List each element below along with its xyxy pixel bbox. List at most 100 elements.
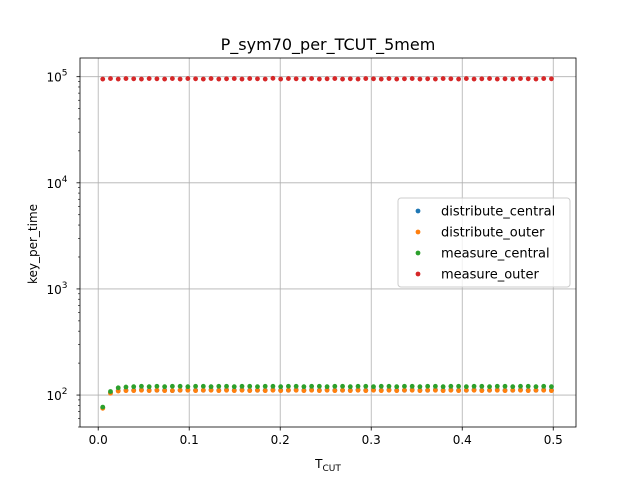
data-point: [293, 387, 299, 393]
data-point: [402, 76, 407, 82]
data-point: [324, 76, 330, 82]
series-measure-outer: [100, 75, 554, 82]
legend-label: distribute_outer: [441, 226, 545, 241]
data-point: [316, 388, 322, 394]
data-point: [525, 383, 531, 389]
data-point: [386, 387, 392, 393]
data-point: [216, 76, 222, 82]
data-point: [123, 384, 129, 390]
data-point: [417, 388, 423, 394]
data-point: [494, 383, 500, 389]
data-point: [193, 388, 198, 394]
data-point: [541, 387, 547, 393]
data-point: [239, 383, 245, 389]
legend-marker: [415, 271, 421, 277]
legend-box: [397, 197, 571, 288]
y-tick-label: 105: [46, 69, 67, 85]
data-point: [231, 384, 237, 390]
data-point: [262, 76, 268, 82]
legend-marker: [415, 229, 421, 235]
data-point: [154, 387, 160, 393]
data-point: [363, 383, 369, 389]
data-point: [332, 388, 338, 394]
data-point: [239, 76, 245, 82]
data-point: [332, 76, 338, 81]
data-point: [154, 383, 160, 389]
data-point: [247, 383, 253, 389]
data-point: [146, 388, 152, 394]
data-point: [108, 76, 113, 81]
data-point: [533, 387, 539, 393]
data-point: [169, 388, 175, 394]
data-point: [432, 76, 438, 82]
data-point: [239, 387, 245, 393]
data-point: [502, 388, 508, 394]
data-point: [169, 76, 175, 81]
data-point: [115, 385, 121, 391]
data-point: [541, 383, 547, 389]
data-point: [471, 387, 477, 393]
data-point: [549, 76, 554, 82]
data-point: [123, 388, 129, 394]
y-tick-label: 104: [46, 175, 67, 191]
data-point: [456, 76, 461, 82]
y-tick-base: 10: [46, 389, 61, 403]
x-axis-label-subscript: CUT: [322, 464, 341, 474]
data-point: [100, 404, 106, 410]
data-point: [278, 384, 284, 390]
data-point: [402, 387, 407, 393]
data-point: [316, 76, 322, 82]
data-point: [479, 383, 485, 389]
data-point: [324, 387, 330, 393]
y-tick-base: 10: [46, 71, 61, 85]
data-point: [502, 383, 508, 389]
y-tick-base: 10: [46, 177, 61, 191]
data-point: [270, 383, 276, 389]
data-point: [200, 387, 206, 393]
data-point: [332, 383, 338, 389]
data-point: [309, 383, 315, 389]
data-point: [409, 76, 415, 81]
data-point: [525, 388, 531, 394]
data-point: [340, 383, 345, 389]
y-tick-exponent: 2: [62, 387, 68, 397]
data-point: [425, 76, 431, 82]
data-point: [162, 384, 168, 390]
y-tick-exponent: 5: [62, 69, 68, 79]
data-point: [224, 383, 229, 389]
data-point: [193, 76, 198, 82]
data-point: [440, 76, 446, 81]
data-point: [123, 76, 129, 81]
chart-title: P_sym70_per_TCUT_5mem: [221, 35, 436, 55]
x-tick-label: 0.1: [180, 433, 199, 447]
data-point: [371, 384, 376, 390]
y-tick-label: 102: [46, 387, 67, 403]
data-point: [394, 388, 400, 394]
data-point: [208, 384, 214, 390]
data-point: [355, 383, 361, 389]
data-point: [463, 384, 469, 390]
data-point: [371, 76, 376, 82]
data-point: [471, 76, 477, 82]
data-point: [224, 387, 229, 393]
data-point: [262, 383, 268, 389]
data-point: [363, 76, 369, 81]
data-point: [355, 387, 361, 393]
data-point: [309, 387, 315, 393]
data-point: [255, 387, 260, 393]
data-point: [278, 76, 284, 82]
data-point: [154, 76, 160, 82]
legend-label: measure_central: [441, 247, 550, 262]
data-point: [146, 76, 152, 81]
data-point: [510, 76, 516, 82]
data-point: [262, 388, 268, 394]
data-point: [448, 387, 454, 393]
data-point: [533, 76, 539, 82]
data-point: [425, 387, 431, 393]
x-tick-label: 0.2: [271, 433, 290, 447]
data-points: [100, 75, 554, 411]
data-point: [100, 76, 106, 82]
data-point: [340, 76, 345, 82]
x-tick-label: 0.3: [362, 433, 381, 447]
